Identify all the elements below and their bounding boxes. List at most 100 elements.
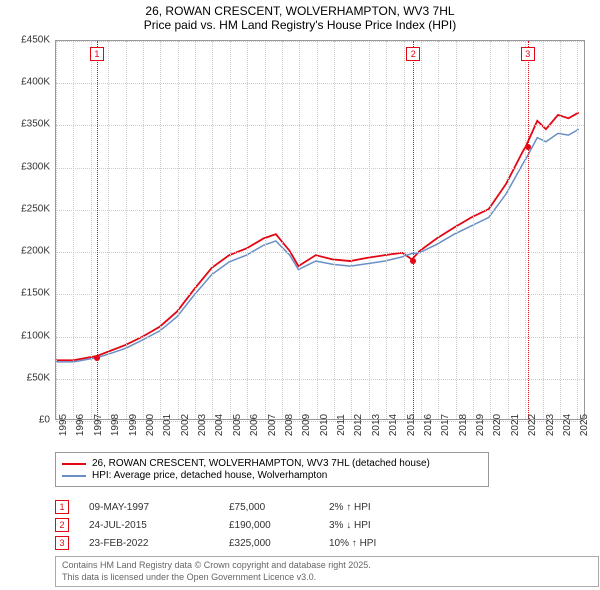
event-marker-box: 3	[55, 536, 69, 550]
y-gridline	[56, 337, 584, 338]
x-gridline	[456, 41, 457, 419]
x-tick-label: 1996	[75, 414, 86, 436]
events-table: 1 09-MAY-1997 £75,000 2% ↑ HPI 2 24-JUL-…	[55, 498, 449, 552]
x-gridline	[508, 41, 509, 419]
x-tick-label: 2002	[180, 414, 191, 436]
x-gridline	[351, 41, 352, 419]
x-tick-label: 2024	[562, 414, 573, 436]
event-vertical-line	[528, 41, 529, 419]
x-gridline	[577, 41, 578, 419]
event-vertical-line	[413, 41, 414, 419]
event-dot	[410, 258, 416, 264]
x-gridline	[247, 41, 248, 419]
x-gridline	[369, 41, 370, 419]
x-gridline	[126, 41, 127, 419]
event-price: £75,000	[229, 502, 329, 513]
footer-line-2: This data is licensed under the Open Gov…	[62, 572, 592, 584]
x-tick-label: 2023	[545, 414, 556, 436]
x-tick-label: 2005	[232, 414, 243, 436]
event-row: 3 23-FEB-2022 £325,000 10% ↑ HPI	[55, 534, 449, 552]
x-tick-label: 2011	[336, 414, 347, 436]
plot-region: 123	[55, 40, 585, 420]
x-tick-label: 2008	[284, 414, 295, 436]
x-gridline	[404, 41, 405, 419]
x-gridline	[334, 41, 335, 419]
event-dot	[94, 355, 100, 361]
title-line-1: 26, ROWAN CRESCENT, WOLVERHAMPTON, WV3 7…	[0, 4, 600, 18]
legend-item-price-paid: 26, ROWAN CRESCENT, WOLVERHAMPTON, WV3 7…	[62, 458, 482, 469]
x-tick-label: 2014	[388, 414, 399, 436]
event-change: 10% ↑ HPI	[329, 538, 449, 549]
x-gridline	[265, 41, 266, 419]
event-change: 3% ↓ HPI	[329, 520, 449, 531]
event-vertical-line	[97, 41, 98, 419]
x-tick-label: 2022	[527, 414, 538, 436]
y-tick-label: £100K	[21, 330, 50, 341]
x-gridline	[230, 41, 231, 419]
y-tick-label: £200K	[21, 246, 50, 257]
y-gridline	[56, 252, 584, 253]
x-tick-label: 2009	[301, 414, 312, 436]
x-gridline	[160, 41, 161, 419]
x-gridline	[56, 41, 57, 419]
x-gridline	[421, 41, 422, 419]
chart-area: 123 £0£50K£100K£150K£200K£250K£300K£350K…	[55, 40, 585, 420]
footer-line-1: Contains HM Land Registry data © Crown c…	[62, 560, 592, 572]
y-tick-label: £450K	[21, 35, 50, 46]
x-tick-label: 2007	[267, 414, 278, 436]
x-tick-label: 2001	[162, 414, 173, 436]
x-gridline	[178, 41, 179, 419]
x-tick-label: 1999	[128, 414, 139, 436]
legend-swatch-hpi	[62, 475, 86, 477]
y-tick-label: £150K	[21, 288, 50, 299]
event-price: £325,000	[229, 538, 329, 549]
event-date: 09-MAY-1997	[89, 502, 229, 513]
y-tick-label: £300K	[21, 161, 50, 172]
event-change: 2% ↑ HPI	[329, 502, 449, 513]
legend-label-hpi: HPI: Average price, detached house, Wolv…	[92, 470, 327, 481]
event-price: £190,000	[229, 520, 329, 531]
event-date: 24-JUL-2015	[89, 520, 229, 531]
x-tick-label: 2012	[353, 414, 364, 436]
x-tick-label: 2019	[475, 414, 486, 436]
y-gridline	[56, 294, 584, 295]
footer-attribution: Contains HM Land Registry data © Crown c…	[55, 556, 599, 587]
y-gridline	[56, 168, 584, 169]
event-marker-label: 2	[406, 47, 420, 61]
x-tick-label: 1998	[110, 414, 121, 436]
x-gridline	[317, 41, 318, 419]
event-marker-box: 1	[55, 500, 69, 514]
x-gridline	[73, 41, 74, 419]
y-gridline	[56, 210, 584, 211]
event-marker-box: 2	[55, 518, 69, 532]
y-tick-label: £50K	[27, 372, 50, 383]
x-tick-label: 2003	[197, 414, 208, 436]
x-gridline	[490, 41, 491, 419]
x-tick-label: 2018	[458, 414, 469, 436]
event-row: 1 09-MAY-1997 £75,000 2% ↑ HPI	[55, 498, 449, 516]
x-gridline	[299, 41, 300, 419]
y-gridline	[56, 379, 584, 380]
x-tick-label: 2021	[510, 414, 521, 436]
legend-swatch-price-paid	[62, 463, 86, 465]
legend-label-price-paid: 26, ROWAN CRESCENT, WOLVERHAMPTON, WV3 7…	[92, 458, 430, 469]
x-tick-label: 2010	[319, 414, 330, 436]
y-tick-label: £400K	[21, 77, 50, 88]
event-row: 2 24-JUL-2015 £190,000 3% ↓ HPI	[55, 516, 449, 534]
x-tick-label: 2006	[249, 414, 260, 436]
x-tick-label: 2004	[214, 414, 225, 436]
x-gridline	[473, 41, 474, 419]
x-tick-label: 2013	[371, 414, 382, 436]
y-tick-label: £250K	[21, 203, 50, 214]
x-gridline	[143, 41, 144, 419]
title-line-2: Price paid vs. HM Land Registry's House …	[0, 18, 600, 32]
x-gridline	[91, 41, 92, 419]
x-tick-label: 2016	[423, 414, 434, 436]
x-tick-label: 1997	[93, 414, 104, 436]
x-gridline	[212, 41, 213, 419]
x-gridline	[108, 41, 109, 419]
x-tick-label: 2000	[145, 414, 156, 436]
event-date: 23-FEB-2022	[89, 538, 229, 549]
event-marker-label: 3	[521, 47, 535, 61]
x-gridline	[525, 41, 526, 419]
